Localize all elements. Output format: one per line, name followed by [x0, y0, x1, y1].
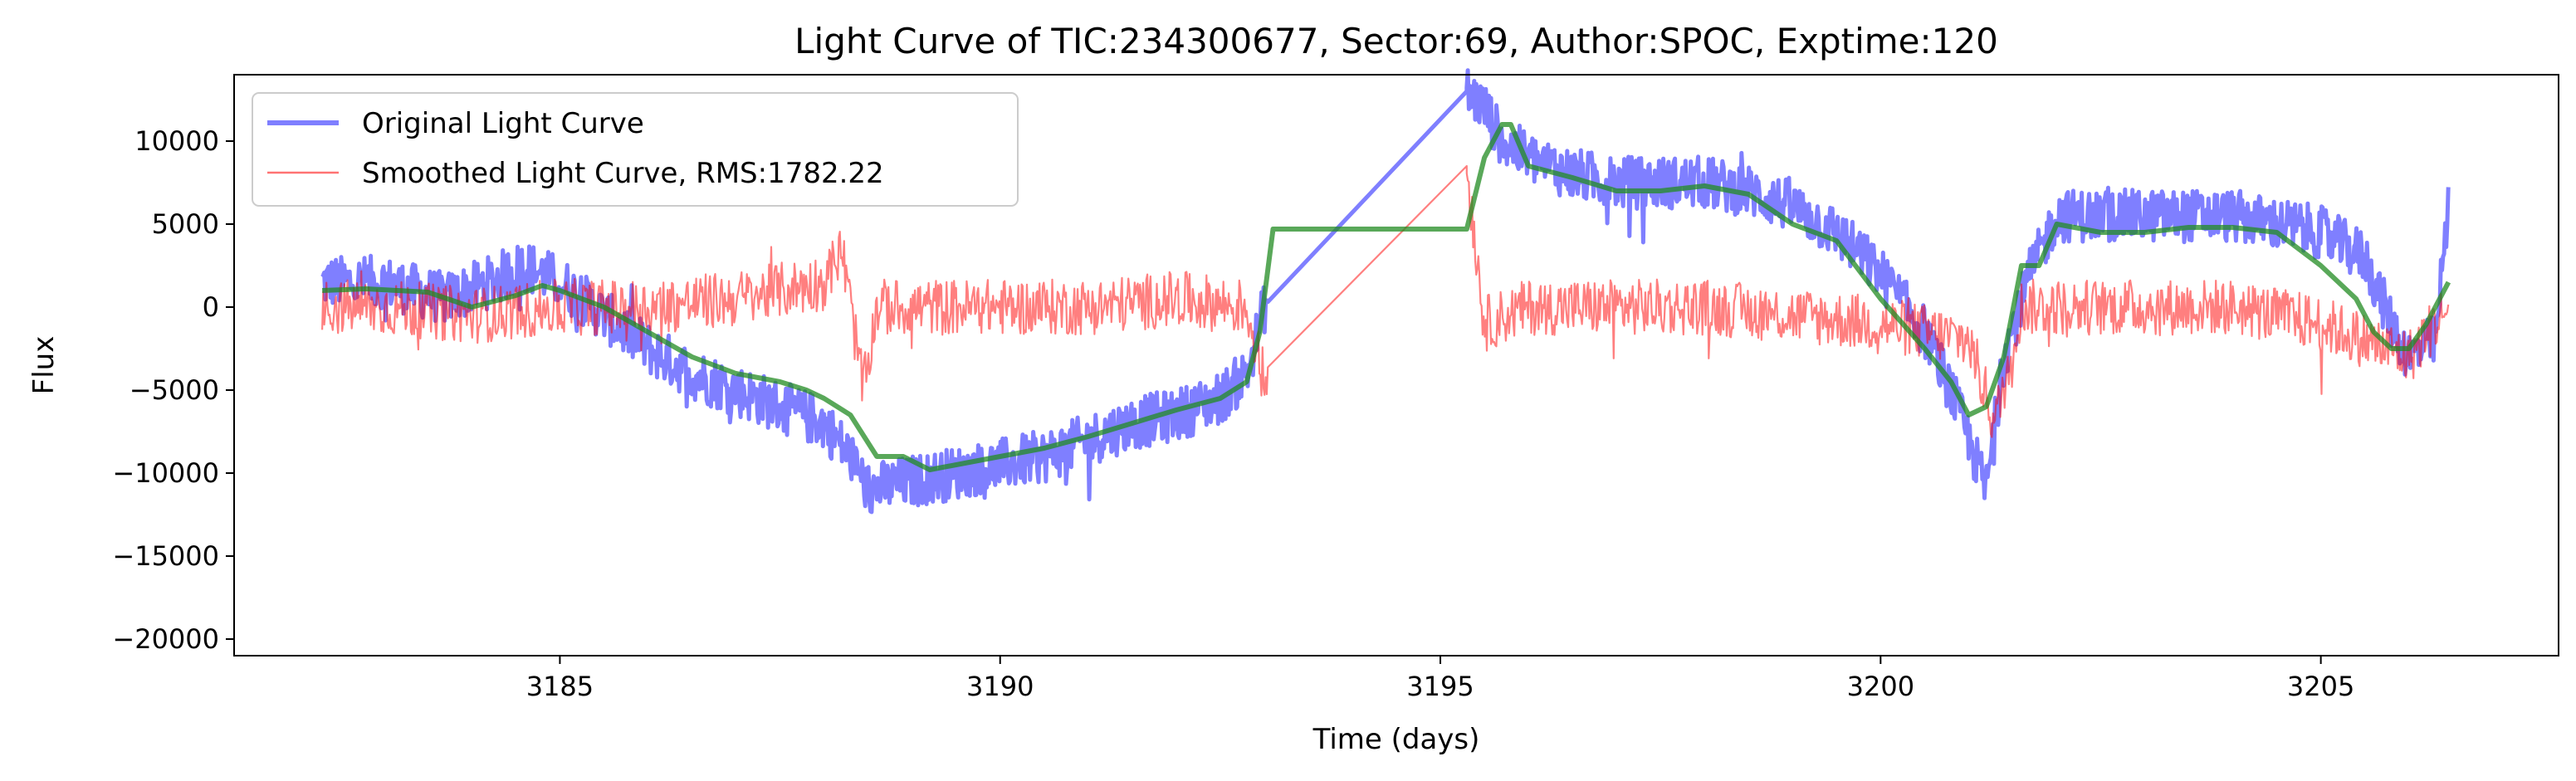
plot-lines [320, 68, 2451, 515]
y-tick-label: 0 [203, 291, 219, 323]
smoothed-light-curve [321, 164, 2450, 438]
x-axis-label: Time (days) [1312, 723, 1480, 756]
x-tick-label: 3205 [2287, 671, 2354, 702]
trend-line [321, 122, 2451, 472]
y-tick-label: −10000 [112, 457, 219, 489]
legend: Original Light Curve Smoothed Light Curv… [252, 92, 1019, 207]
original-light-curve [320, 68, 2451, 515]
legend-box [252, 92, 1019, 207]
x-tick-label: 3190 [966, 671, 1034, 702]
y-tick-label: −15000 [112, 540, 219, 572]
y-axis-ticks: −20000 −15000 −10000 −5000 0 5000 10000 [112, 125, 234, 655]
y-tick-label: −5000 [130, 374, 219, 406]
x-tick-label: 3185 [526, 671, 594, 702]
x-tick-label: 3200 [1847, 671, 1914, 702]
chart-title: Light Curve of TIC:234300677, Sector:69,… [794, 21, 1998, 61]
y-tick-label: 10000 [134, 125, 219, 157]
y-tick-label: −20000 [112, 623, 219, 655]
plot-frame [233, 74, 2559, 657]
legend-label-original: Original Light Curve [362, 107, 644, 140]
legend-label-smoothed: Smoothed Light Curve, RMS:1782.22 [362, 157, 884, 190]
x-tick-label: 3195 [1406, 671, 1474, 702]
y-tick-label: 5000 [152, 208, 219, 240]
x-axis-ticks: 3185 3190 3195 3200 3205 [526, 656, 2354, 702]
y-axis-label: Flux [27, 336, 61, 395]
